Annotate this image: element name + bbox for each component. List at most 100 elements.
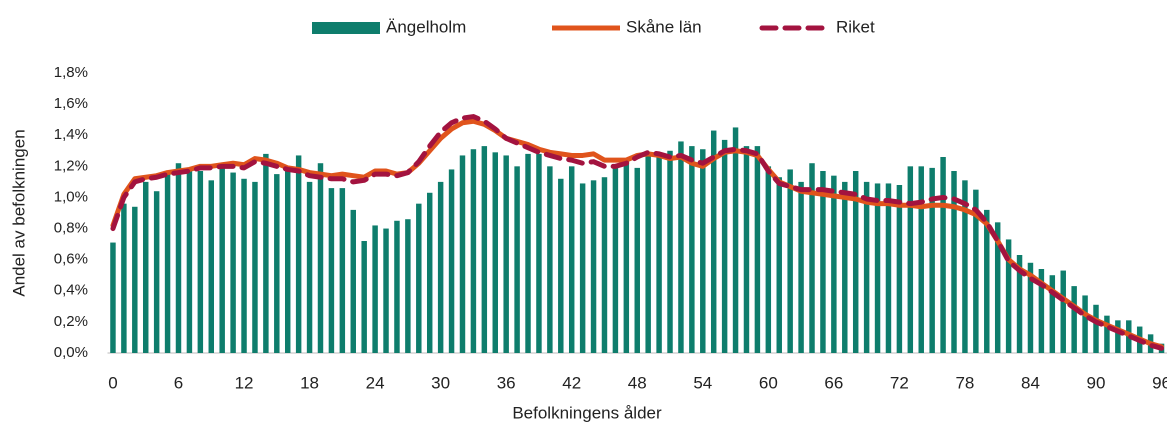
bar (962, 180, 968, 353)
bar (110, 242, 116, 353)
bar (416, 203, 422, 353)
bar (601, 177, 608, 353)
x-tick-label: 84 (1021, 373, 1040, 392)
bar (831, 175, 837, 353)
y-axis-title: Andel av befolkningen (9, 129, 28, 296)
bar (612, 167, 619, 353)
x-axis-title: Befolkningens ålder (512, 403, 662, 422)
y-tick-label: 1,2% (54, 157, 88, 174)
x-tick-label: 18 (300, 373, 319, 392)
bar (241, 178, 247, 353)
bar (645, 153, 651, 353)
bar (1016, 255, 1023, 353)
bar (863, 181, 870, 353)
x-tick-label: 66 (824, 373, 843, 392)
bar (175, 163, 182, 353)
bar (492, 152, 498, 353)
bar (973, 189, 979, 353)
x-tick-label: 30 (431, 373, 450, 392)
x-tick-label: 12 (235, 373, 254, 392)
bar (732, 127, 739, 353)
bar (951, 171, 957, 353)
y-tick-label: 1,8% (54, 64, 88, 81)
bar (503, 155, 509, 353)
bar (186, 167, 193, 353)
x-tick-label: 36 (497, 373, 516, 392)
bar (274, 174, 280, 353)
y-tick-label: 1,0% (54, 188, 88, 205)
bar (514, 166, 520, 353)
bar (1060, 270, 1066, 353)
bar (208, 180, 214, 353)
bar (361, 241, 367, 353)
bar (448, 169, 455, 353)
bar (525, 153, 531, 353)
bar (481, 146, 488, 353)
bar (885, 183, 892, 353)
bar (798, 181, 804, 353)
bar (656, 155, 662, 353)
bar (634, 167, 640, 353)
bar (896, 185, 903, 353)
x-tick-label: 24 (366, 373, 385, 392)
bar (820, 171, 826, 353)
bar (852, 171, 859, 353)
bar (350, 209, 356, 353)
y-tick-label: 0,8% (54, 220, 88, 237)
bar (142, 181, 149, 353)
bar (776, 177, 782, 353)
bar (874, 183, 881, 353)
bar (787, 169, 793, 353)
bar (678, 141, 684, 353)
bar (459, 155, 466, 353)
bar (1093, 304, 1099, 353)
bar (339, 188, 346, 353)
x-tick-label: 42 (562, 373, 581, 392)
bar (132, 206, 138, 353)
bar (1115, 320, 1121, 353)
x-tick-label: 90 (1087, 373, 1106, 392)
bar (394, 220, 400, 353)
y-tick-label: 0,6% (54, 251, 88, 268)
bar (426, 192, 433, 353)
bar (721, 139, 728, 353)
bar (994, 222, 1001, 353)
bar (263, 153, 269, 353)
bar (197, 171, 204, 353)
bar (328, 188, 335, 353)
bar (579, 183, 586, 353)
bar (700, 149, 706, 353)
x-tick-label: 72 (890, 373, 909, 392)
y-tick-label: 1,6% (54, 95, 88, 112)
legend-swatch (312, 22, 380, 34)
bar (754, 146, 761, 353)
bar (689, 146, 695, 353)
bar (1049, 275, 1056, 353)
bar (437, 181, 444, 353)
bar (383, 228, 389, 353)
x-tick-label: 54 (693, 373, 712, 392)
bar (743, 146, 750, 353)
y-tick-label: 0,2% (54, 313, 88, 330)
bar (372, 225, 378, 353)
x-tick-label: 78 (955, 373, 974, 392)
bar (121, 203, 127, 353)
bar (558, 178, 564, 353)
x-tick-label: 48 (628, 373, 647, 392)
bar (1104, 315, 1110, 353)
y-tick-label: 0,0% (54, 344, 88, 361)
bar (984, 209, 990, 353)
bar (710, 130, 717, 353)
bar (536, 153, 542, 353)
legend-label: Ängelholm (386, 17, 466, 36)
line-series (110, 114, 1165, 351)
bar (940, 157, 946, 353)
x-tick-label: 0 (108, 373, 117, 392)
bar (1038, 269, 1045, 353)
bar (306, 181, 313, 353)
legend-label: Skåne län (626, 17, 702, 36)
bar (568, 166, 575, 353)
bar (907, 166, 914, 353)
bar (405, 219, 411, 353)
